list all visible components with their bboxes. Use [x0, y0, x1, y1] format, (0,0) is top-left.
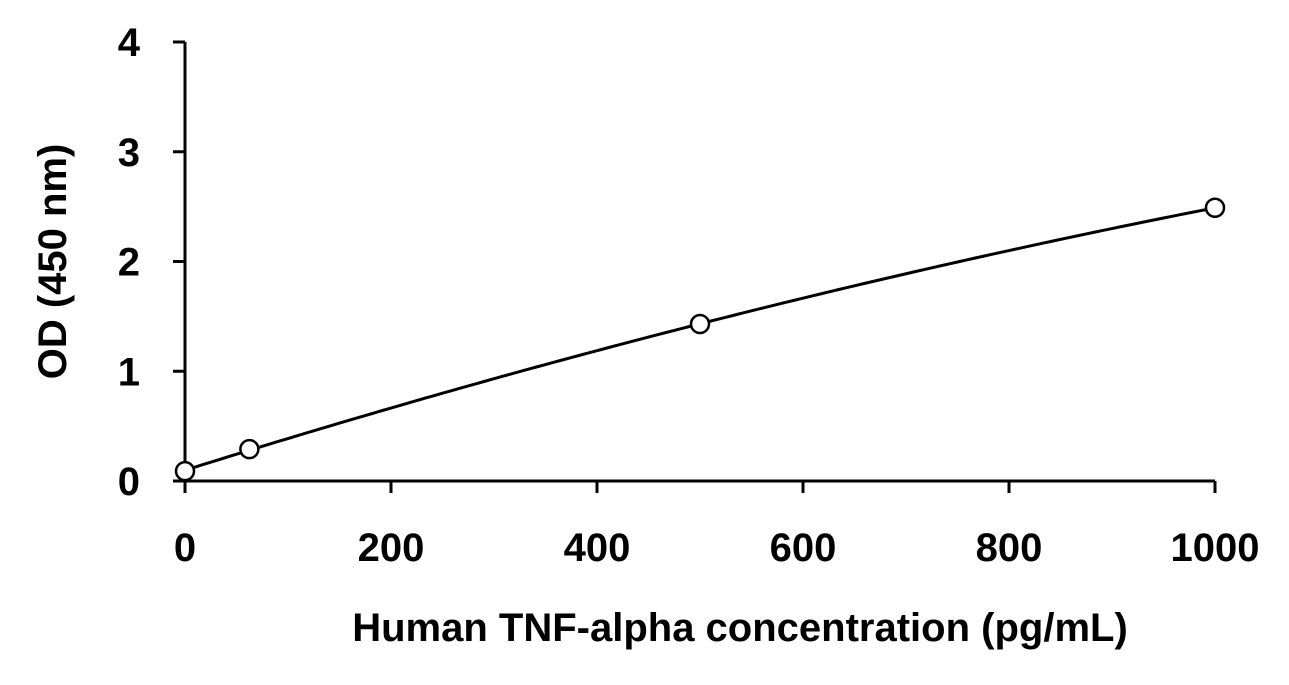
x-tick-label: 0 [174, 526, 196, 570]
x-tick-label: 200 [358, 526, 425, 570]
x-axis-ticks: 0 200 400 600 800 1000 [174, 481, 1260, 570]
x-tick-label: 800 [976, 526, 1043, 570]
data-points [174, 197, 1226, 482]
x-axis-title: Human TNF-alpha concentration (pg/mL) [352, 606, 1128, 650]
y-axis-ticks: 0 1 2 3 4 [118, 21, 185, 504]
y-tick-label: 1 [118, 350, 140, 394]
data-point [689, 313, 711, 335]
fitted-curve [184, 206, 1216, 472]
y-tick-label: 0 [118, 460, 140, 504]
y-tick-label: 4 [118, 21, 141, 65]
data-point [239, 438, 260, 460]
y-tick-label: 3 [118, 131, 140, 175]
y-axis-title: OD (450 nm) [31, 144, 75, 380]
data-point [1204, 197, 1226, 218]
y-tick-label: 2 [118, 241, 140, 285]
data-point [174, 460, 196, 482]
x-tick-label: 400 [564, 526, 631, 570]
x-tick-label: 1000 [1171, 526, 1260, 570]
x-tick-label: 600 [770, 526, 837, 570]
